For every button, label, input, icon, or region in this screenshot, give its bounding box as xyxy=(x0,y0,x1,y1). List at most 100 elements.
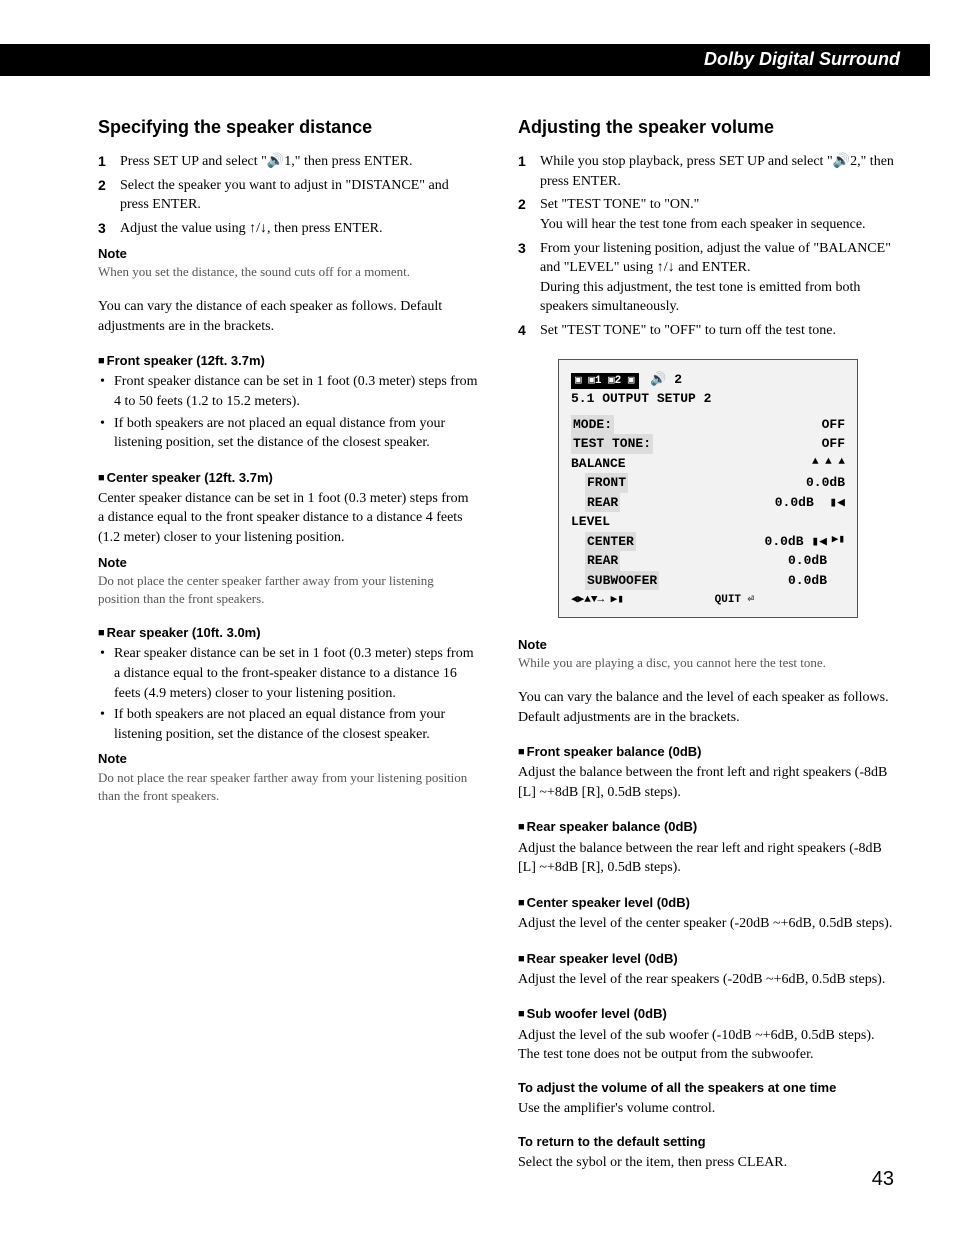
rear-balance-heading: Rear speaker balance (0dB) xyxy=(518,818,898,836)
chapter-title: Dolby Digital Surround xyxy=(704,47,900,72)
step-text: Set "TEST TONE" to "ON." You will hear t… xyxy=(540,195,898,234)
front-speaker-heading: Front speaker (12ft. 3.7m) xyxy=(98,352,478,370)
left-step-3: 3Adjust the value using ↑/↓, then press … xyxy=(98,219,478,239)
osd-bottom-row: ◀▶▲▼→ ▶▮ QUIT ⏎ xyxy=(571,592,845,609)
osd-level-label: LEVEL xyxy=(571,512,610,532)
bullet-text: If both speakers are not placed an equal… xyxy=(114,414,478,453)
center-level-heading: Center speaker level (0dB) xyxy=(518,894,898,912)
note-body: Do not place the rear speaker farther aw… xyxy=(98,769,478,805)
osd-tab-icon: ▣ ▣1 ▣2 ▣ xyxy=(571,373,639,390)
rear-speaker-heading: Rear speaker (10ft. 3.0m) xyxy=(98,624,478,642)
step-number: 3 xyxy=(98,219,120,239)
step-text: From your listening position, adjust the… xyxy=(540,239,898,317)
step-number: 3 xyxy=(518,239,540,317)
step-number: 2 xyxy=(98,176,120,215)
osd-rear-value: 0.0dB ▮◀ xyxy=(620,493,845,513)
note-heading: Note xyxy=(98,245,478,263)
osd-top-label: 🔊 2 xyxy=(650,372,682,387)
front-balance-body: Adjust the balance between the front lef… xyxy=(518,763,898,802)
step-text: Adjust the value using ↑/↓, then press E… xyxy=(120,219,478,239)
osd-rear2-value: 0.0dB xyxy=(620,551,827,571)
step-text: Set "TEST TONE" to "OFF" to turn off the… xyxy=(540,321,898,341)
osd-balance-icons: ▲ ▲ ▲ xyxy=(626,454,845,474)
step-number: 2 xyxy=(518,195,540,234)
subwoofer-level-heading: Sub woofer level (0dB) xyxy=(518,1005,898,1023)
step-number: 4 xyxy=(518,321,540,341)
right-step-4: 4Set "TEST TONE" to "OFF" to turn off th… xyxy=(518,321,898,341)
center-speaker-heading: Center speaker (12ft. 3.7m) xyxy=(98,469,478,487)
note-body: When you set the distance, the sound cut… xyxy=(98,263,478,281)
osd-center-value: 0.0dB ▮◀ xyxy=(636,532,827,552)
bullet-text: Front speaker distance can be set in 1 f… xyxy=(114,372,478,411)
osd-center-label: CENTER xyxy=(585,532,636,552)
osd-mode-row: MODE: OFF xyxy=(571,415,845,435)
osd-front-row: FRONT 0.0dB xyxy=(571,473,845,493)
step-text: While you stop playback, press SET UP an… xyxy=(540,152,898,191)
left-step-1: 1Press SET UP and select "🔊1," then pres… xyxy=(98,152,478,172)
osd-rear-label: REAR xyxy=(585,493,620,513)
default-setting-heading: To return to the default setting xyxy=(518,1133,898,1151)
osd-level-icons xyxy=(610,512,845,532)
bullet-text: Rear speaker distance can be set in 1 fo… xyxy=(114,644,478,703)
rear-speaker-bullets: Rear speaker distance can be set in 1 fo… xyxy=(98,644,478,744)
osd-subwoofer-row: SUBWOOFER 0.0dB xyxy=(571,571,845,591)
left-steps: 1Press SET UP and select "🔊1," then pres… xyxy=(98,152,478,238)
rear-balance-body: Adjust the balance between the rear left… xyxy=(518,839,898,878)
note-body: Do not place the center speaker farther … xyxy=(98,572,478,608)
front-speaker-bullets: Front speaker distance can be set in 1 f… xyxy=(98,372,478,452)
front-balance-heading: Front speaker balance (0dB) xyxy=(518,743,898,761)
osd-title: 5.1 OUTPUT SETUP 2 xyxy=(571,389,845,409)
osd-mode-value: OFF xyxy=(614,415,845,435)
right-column: Adjusting the speaker volume 1While you … xyxy=(518,115,898,1172)
left-title: Specifying the speaker distance xyxy=(98,115,478,140)
subwoofer-level-body: Adjust the level of the sub woofer (-10d… xyxy=(518,1026,898,1065)
osd-testtone-row: TEST TONE: OFF xyxy=(571,434,845,454)
osd-rear2-row: REAR 0.0dB xyxy=(571,551,845,571)
right-steps: 1While you stop playback, press SET UP a… xyxy=(518,152,898,340)
page-content: Specifying the speaker distance 1Press S… xyxy=(98,115,898,1172)
step-number: 1 xyxy=(518,152,540,191)
note-heading: Note xyxy=(518,636,898,654)
right-step-3: 3From your listening position, adjust th… xyxy=(518,239,898,317)
right-step-2: 2Set "TEST TONE" to "ON." You will hear … xyxy=(518,195,898,234)
bullet-text: If both speakers are not placed an equal… xyxy=(114,705,478,744)
right-title: Adjusting the speaker volume xyxy=(518,115,898,140)
step-number: 1 xyxy=(98,152,120,172)
rear-level-heading: Rear speaker level (0dB) xyxy=(518,950,898,968)
default-setting-body: Select the sybol or the item, then press… xyxy=(518,1153,898,1173)
note-heading: Note xyxy=(98,750,478,768)
step-text: Select the speaker you want to adjust in… xyxy=(120,176,478,215)
volume-all-body: Use the amplifier's volume control. xyxy=(518,1099,898,1119)
osd-speaker-icon: ▶▮ xyxy=(827,532,845,552)
osd-subwoofer-label: SUBWOOFER xyxy=(585,571,659,591)
list-item: If both speakers are not placed an equal… xyxy=(98,705,478,744)
osd-subwoofer-value: 0.0dB xyxy=(659,571,827,591)
list-item: Rear speaker distance can be set in 1 fo… xyxy=(98,644,478,703)
page-number: 43 xyxy=(872,1165,894,1193)
note-heading: Note xyxy=(98,554,478,572)
osd-balance-row: BALANCE ▲ ▲ ▲ xyxy=(571,454,845,474)
osd-front-value: 0.0dB xyxy=(628,473,845,493)
chapter-header: Dolby Digital Surround xyxy=(0,44,930,76)
note-body: While you are playing a disc, you cannot… xyxy=(518,654,898,672)
volume-all-heading: To adjust the volume of all the speakers… xyxy=(518,1079,898,1097)
osd-quit-label: QUIT ⏎ xyxy=(624,592,845,609)
osd-rear-row: REAR 0.0dB ▮◀ xyxy=(571,493,845,513)
osd-center-row: CENTER 0.0dB ▮◀ ▶▮ xyxy=(571,532,845,552)
list-item: If both speakers are not placed an equal… xyxy=(98,414,478,453)
center-level-body: Adjust the level of the center speaker (… xyxy=(518,914,898,934)
step-text: Press SET UP and select "🔊1," then press… xyxy=(120,152,478,172)
osd-mode-label: MODE: xyxy=(571,415,614,435)
osd-front-label: FRONT xyxy=(585,473,628,493)
list-item: Front speaker distance can be set in 1 f… xyxy=(98,372,478,411)
osd-balance-label: BALANCE xyxy=(571,454,626,474)
intro-paragraph: You can vary the balance and the level o… xyxy=(518,688,898,727)
osd-testtone-value: OFF xyxy=(653,434,845,454)
intro-paragraph: You can vary the distance of each speake… xyxy=(98,297,478,336)
osd-screen: ▣ ▣1 ▣2 ▣ 🔊 2 5.1 OUTPUT SETUP 2 MODE: O… xyxy=(558,359,858,618)
left-column: Specifying the speaker distance 1Press S… xyxy=(98,115,478,1172)
osd-topbar: ▣ ▣1 ▣2 ▣ 🔊 2 xyxy=(571,370,845,390)
osd-rear2-label: REAR xyxy=(585,551,620,571)
rear-level-body: Adjust the level of the rear speakers (-… xyxy=(518,970,898,990)
center-speaker-body: Center speaker distance can be set in 1 … xyxy=(98,489,478,548)
